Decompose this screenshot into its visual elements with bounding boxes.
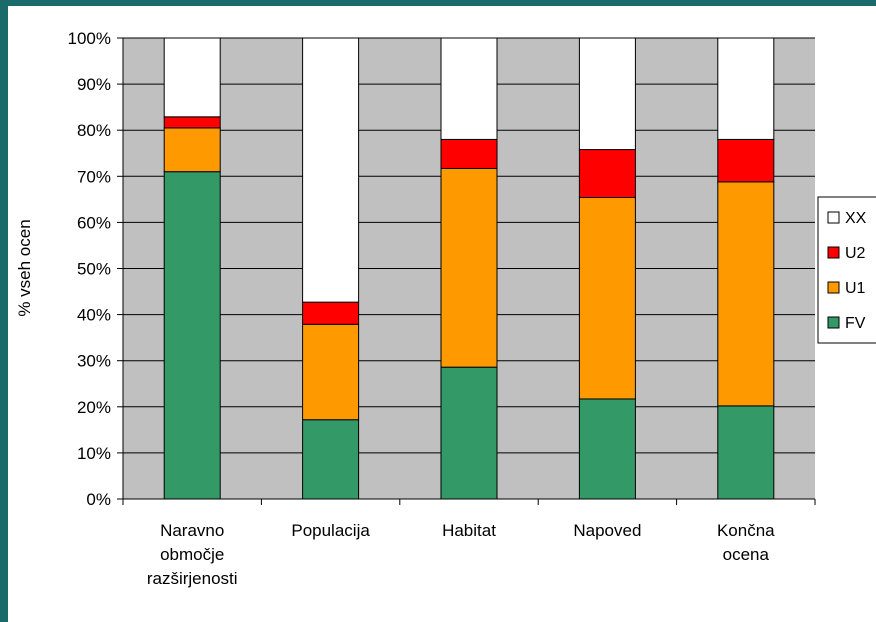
x-category-label: Populacija (291, 521, 370, 540)
y-tick-label: 90% (77, 75, 111, 94)
bar-xx (578, 37, 636, 151)
y-axis-label: % vseh ocen (15, 219, 34, 316)
bar-u2 (578, 149, 636, 199)
legend-label-u2: U2 (845, 245, 866, 262)
bar-fv (163, 171, 221, 500)
axes (117, 37, 816, 505)
bar-u2 (440, 138, 498, 169)
bar-xx (440, 37, 498, 140)
bar-xx (163, 37, 221, 118)
chart-frame: 0% 10% 20% 30% 40% 50% 60% 70% 80% 90% 100% Naravn… (8, 6, 876, 622)
bar-u1 (302, 323, 360, 421)
y-tick-label: 70% (77, 167, 111, 186)
y-tick-label: 30% (77, 352, 111, 371)
x-category-labels: Naravno območje razširjenosti Populacija Hab… (147, 521, 775, 588)
legend-label-fv: FV (845, 315, 866, 332)
bar-u1 (578, 197, 636, 400)
x-category-label: Napoved (573, 521, 641, 540)
stacked-bar-chart: 0% 10% 20% 30% 40% 50% 60% 70% 80% 90% 100% Naravn… (15, 29, 876, 588)
legend: XX U2 U1 FV (817, 196, 876, 344)
legend-swatch-u2 (827, 246, 840, 259)
y-tick-label: 40% (77, 306, 111, 325)
bar-fv (717, 405, 775, 500)
y-tick-label: 50% (77, 260, 111, 279)
y-tick-label: 60% (77, 213, 111, 232)
bar-u1 (440, 167, 498, 368)
bar-fv (302, 419, 360, 500)
bar-u2 (163, 116, 221, 129)
y-tick-label: 80% (77, 121, 111, 140)
bar-u2 (302, 301, 360, 325)
x-category-label: Naravno območje razširjenosti (147, 521, 238, 588)
x-category-label: Končna ocena (717, 521, 775, 564)
bar-u1 (163, 127, 221, 173)
y-tick-label: 10% (77, 444, 111, 463)
y-tick-label: 100% (68, 29, 111, 48)
bar-fv (578, 398, 636, 500)
x-category-label: Habitat (442, 521, 496, 540)
y-tick-labels: 0% 10% 20% 30% 40% 50% 60% 70% 80% 90% 100% (68, 29, 111, 509)
y-tick-label: 20% (77, 398, 111, 417)
y-tick-label: 0% (86, 490, 111, 509)
bar-fv (440, 366, 498, 500)
legend-label-u1: U1 (845, 280, 866, 297)
bar-xx (717, 37, 775, 140)
legend-swatch-u1 (827, 281, 840, 294)
legend-label-xx: XX (845, 210, 867, 227)
bars (163, 37, 775, 500)
bar-u2 (717, 138, 775, 183)
legend-swatch-fv (827, 316, 840, 329)
bar-xx (302, 37, 360, 303)
bar-u1 (717, 181, 775, 407)
legend-swatch-xx (827, 211, 840, 224)
